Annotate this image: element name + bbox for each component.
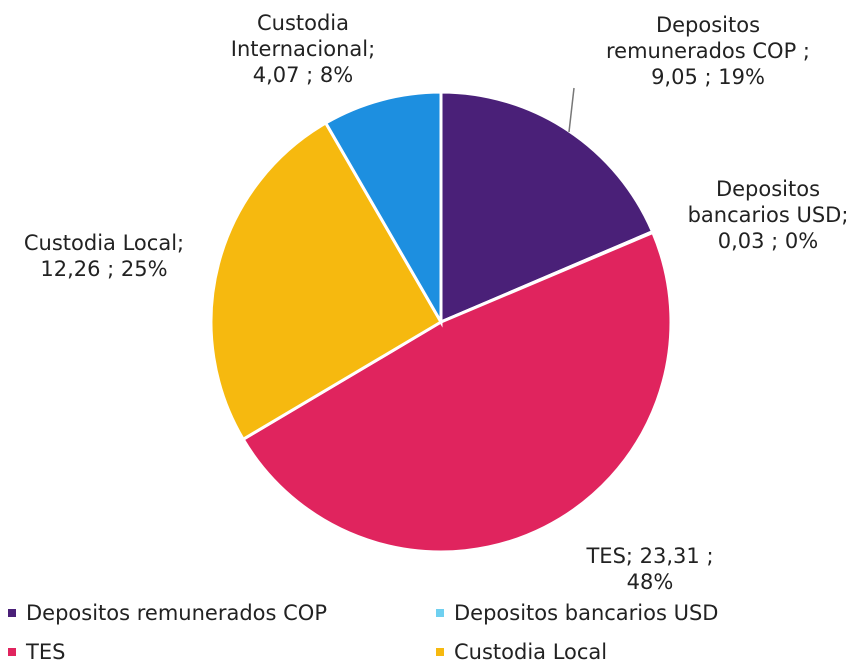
- label-line: bancarios USD;: [688, 203, 849, 227]
- legend-label: Custodia Local: [454, 640, 607, 664]
- legend-swatch: [436, 648, 444, 656]
- label-custodia-local: Custodia Local; 12,26 ; 25%: [24, 231, 184, 281]
- slice-custodia-internacional: [323, 90, 443, 328]
- slice-custodia-local: [209, 120, 444, 442]
- slice-depositos-remunerados-cop: [439, 90, 655, 325]
- legend-swatch: [8, 648, 16, 656]
- leader-lines: [568, 87, 575, 133]
- label-tes: TES; 23,31 ; 48%: [585, 544, 713, 594]
- leader-line-depositos-remunerados-cop: [568, 87, 575, 133]
- legend-label: TES: [25, 640, 65, 664]
- legend-item-custodia-local: Custodia Local: [436, 640, 607, 664]
- legend-item-depositos-remunerados-cop: Depositos remunerados COP: [8, 601, 327, 625]
- label-line: Internacional;: [231, 37, 375, 61]
- label-line: Depositos: [656, 13, 760, 37]
- legend: Depositos remunerados COP Depositos banca…: [8, 601, 718, 664]
- label-line: Custodia: [257, 11, 349, 35]
- label-line: TES; 23,31 ;: [585, 544, 713, 568]
- legend-swatch: [8, 609, 16, 617]
- slice-labels: Depositos remunerados COP ; 9,05 ; 19%Depo…: [24, 11, 849, 594]
- label-depositos-bancarios-usd: Depositos bancarios USD; 0,03 ; 0%: [688, 177, 849, 253]
- legend-swatch: [436, 609, 444, 617]
- label-line: Depositos: [716, 177, 820, 201]
- label-line: 9,05 ; 19%: [651, 65, 765, 89]
- label-line: 4,07 ; 8%: [253, 63, 354, 87]
- label-custodia-internacional: Custodia Internacional; 4,07 ; 8%: [231, 11, 375, 87]
- legend-item-depositos-bancarios-usd: Depositos bancarios USD: [436, 601, 718, 625]
- pie-slices: [209, 90, 673, 554]
- slice-tes: [241, 230, 673, 554]
- label-line: 48%: [627, 570, 674, 594]
- label-line: Custodia Local;: [24, 231, 184, 255]
- label-line: 12,26 ; 25%: [40, 257, 167, 281]
- legend-item-tes: TES: [8, 640, 65, 664]
- legend-label: Depositos remunerados COP: [26, 601, 327, 625]
- legend-label: Depositos bancarios USD: [454, 601, 718, 625]
- label-line: remunerados COP ;: [606, 39, 810, 63]
- label-depositos-remunerados-cop: Depositos remunerados COP ; 9,05 ; 19%: [606, 13, 810, 89]
- label-line: 0,03 ; 0%: [718, 229, 819, 253]
